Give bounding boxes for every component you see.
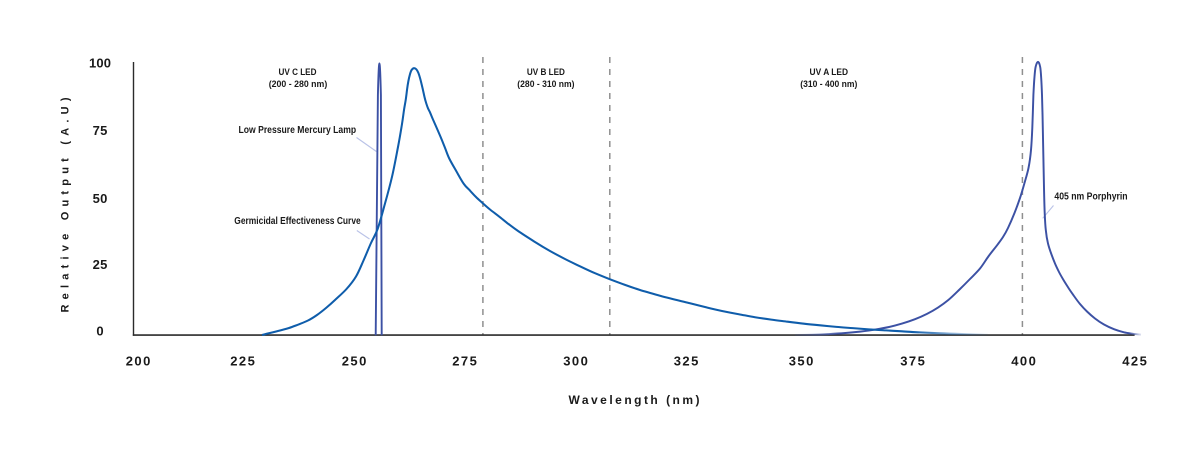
svg-text:UV C LED: UV C LED: [279, 67, 317, 77]
svg-text:200: 200: [126, 354, 151, 369]
svg-text:50: 50: [93, 191, 108, 206]
svg-text:25: 25: [93, 257, 108, 272]
svg-text:UV A LED: UV A LED: [810, 67, 849, 77]
svg-text:(310 - 400 nm): (310 - 400 nm): [800, 79, 857, 89]
svg-text:405 nm Porphyrin: 405 nm Porphyrin: [1054, 191, 1127, 202]
svg-text:(280 - 310 nm): (280 - 310 nm): [517, 79, 574, 89]
svg-text:225: 225: [230, 354, 255, 369]
svg-text:Relative Output (A.U): Relative Output (A.U): [60, 97, 72, 312]
svg-text:Low Pressure Mercury Lamp: Low Pressure Mercury Lamp: [239, 125, 357, 136]
svg-text:300: 300: [563, 354, 588, 369]
svg-text:250: 250: [342, 354, 367, 369]
svg-text:0: 0: [96, 324, 103, 339]
svg-text:Wavelength (nm): Wavelength (nm): [569, 393, 700, 407]
svg-text:Germicidal Effectiveness Curve: Germicidal Effectiveness Curve: [234, 216, 361, 227]
svg-text:275: 275: [452, 354, 477, 369]
svg-text:400: 400: [1011, 354, 1036, 369]
svg-text:425: 425: [1122, 354, 1147, 369]
svg-text:75: 75: [93, 123, 108, 138]
svg-text:325: 325: [674, 354, 699, 369]
svg-text:100: 100: [89, 56, 111, 71]
svg-text:UV B LED: UV B LED: [527, 67, 565, 77]
svg-text:350: 350: [789, 354, 814, 369]
svg-text:(200 - 280 nm): (200 - 280 nm): [269, 79, 328, 89]
svg-text:375: 375: [900, 354, 925, 369]
